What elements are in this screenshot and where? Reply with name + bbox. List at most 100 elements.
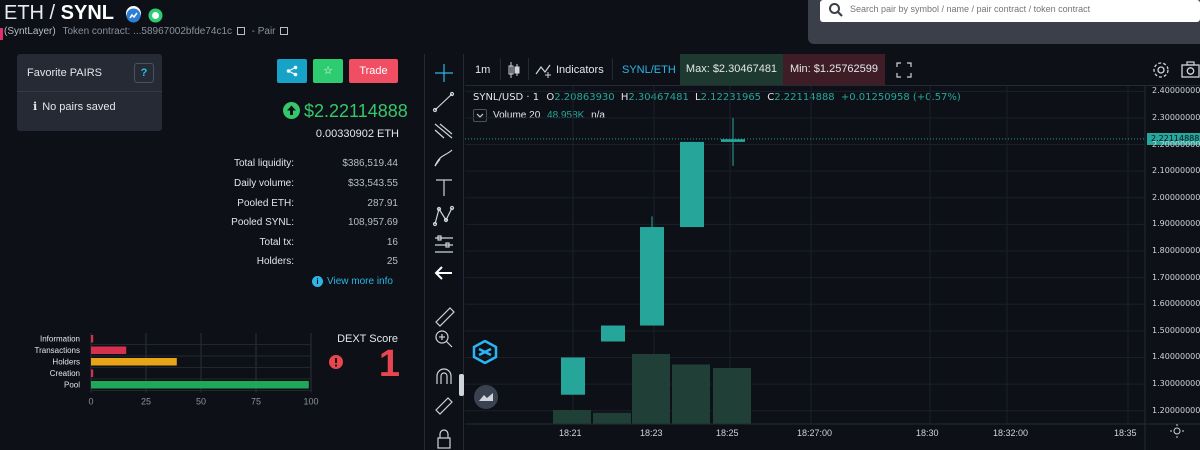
price-axis-label: 2.00000000	[1152, 192, 1200, 202]
stat-value: 16	[386, 237, 398, 248]
toolbar-divider	[612, 58, 613, 80]
ruler-icon[interactable]	[435, 307, 455, 327]
volume-bar	[672, 364, 710, 424]
crosshair-icon[interactable]	[435, 64, 453, 82]
search-bar[interactable]	[820, 0, 1200, 22]
stat-value: 108,957.69	[347, 217, 398, 228]
score-category-label: Pool	[64, 381, 80, 390]
volume-collapse-toggle[interactable]	[473, 109, 487, 122]
prediction-icon[interactable]	[435, 235, 453, 253]
chart-toolbar	[465, 54, 1200, 86]
back-arrow-icon[interactable]	[434, 266, 452, 280]
favorites-empty-text: No pairs saved	[42, 101, 116, 113]
copy-icon[interactable]	[236, 27, 245, 35]
drawing-toolbar	[424, 54, 464, 450]
volume-value: 48.958K	[547, 110, 585, 122]
price-axis-label: 1.30000000	[1152, 379, 1200, 389]
lock-pencil-icon[interactable]	[435, 397, 453, 415]
candle-body	[561, 357, 585, 395]
zoom-in-icon[interactable]	[435, 330, 453, 348]
trade-button[interactable]: Trade	[349, 59, 398, 83]
score-tick-label: 50	[196, 397, 206, 407]
toolbar-collapse-handle[interactable]	[459, 374, 464, 396]
favorites-panel: Favorite PAIRS ? i No pairs saved	[17, 54, 162, 131]
stat-value: $386,519.44	[342, 158, 398, 169]
stat-value: $33,543.55	[347, 178, 398, 189]
favorites-header: Favorite PAIRS ?	[17, 54, 162, 92]
score-tick-label: 100	[303, 397, 318, 407]
pair-selector[interactable]: SYNL/ETH	[622, 64, 676, 76]
legend-close: 2.22114888	[774, 92, 835, 103]
volume-label: Volume 20	[493, 110, 541, 122]
price-usd-row: $2.22114888	[283, 101, 408, 122]
trend-line-icon[interactable]	[432, 91, 455, 113]
favorites-help-button[interactable]: ?	[134, 63, 154, 83]
price-axis-label: 2.40000000	[1152, 86, 1200, 96]
price-axis-label: 1.70000000	[1152, 272, 1200, 282]
time-axis-label: 18:30	[916, 428, 939, 438]
score-category-label: Information	[40, 335, 80, 344]
price-up-icon	[283, 102, 300, 119]
favorites-title: Favorite PAIRS	[27, 67, 102, 79]
toolbar-divider	[500, 58, 501, 80]
stat-label: Pooled ETH:	[237, 198, 294, 209]
view-more-text: View more info	[327, 276, 393, 287]
pair-label[interactable]: - Pair	[251, 26, 276, 37]
interval-button[interactable]: 1m	[475, 64, 491, 76]
score-tick-label: 25	[141, 397, 151, 407]
candle-body	[640, 227, 664, 326]
score-bar	[91, 381, 309, 389]
coingecko-icon[interactable]	[148, 6, 163, 23]
price-usd: $2.22114888	[304, 101, 408, 121]
fib-icon[interactable]	[434, 123, 453, 139]
time-axis-label: 18:25	[716, 428, 739, 438]
brush-icon[interactable]	[434, 149, 453, 167]
legend-close-label: C	[767, 92, 775, 103]
score-bar	[91, 346, 127, 354]
search-input[interactable]	[850, 4, 1190, 14]
view-more-link[interactable]: i View more info	[312, 276, 393, 287]
sun-theme-icon[interactable]	[1170, 424, 1184, 438]
volume-bar	[553, 410, 591, 424]
dext-score-label: DEXT Score	[337, 333, 398, 345]
indicators-button[interactable]: Indicators	[556, 64, 604, 76]
score-category-label: Holders	[52, 358, 80, 367]
fullscreen-icon[interactable]	[896, 62, 912, 78]
copy-pair-icon[interactable]	[280, 27, 289, 35]
share-button[interactable]	[277, 59, 307, 83]
share-icon	[286, 65, 298, 77]
favorites-empty-message: i No pairs saved	[33, 100, 116, 113]
candle-type-icon[interactable]	[506, 61, 522, 79]
stat-label: Total tx:	[259, 237, 294, 248]
base-symbol: SYNL	[60, 2, 115, 24]
quote-symbol: ETH	[4, 2, 44, 24]
price-axis-label: 1.90000000	[1152, 219, 1200, 229]
stat-value: 25	[386, 256, 398, 267]
magnet-icon[interactable]	[436, 368, 452, 384]
settings-gear-icon[interactable]	[1152, 61, 1170, 79]
stat-label: Pooled SYNL:	[231, 217, 294, 228]
min-price-chip: Min: $1.25762599	[783, 54, 885, 85]
info-circle-icon: i	[312, 276, 323, 287]
stat-label: Holders:	[256, 256, 294, 267]
token-contract-value[interactable]: ...58967002bfde74c1c	[133, 26, 233, 37]
search-icon	[829, 3, 843, 17]
score-bar	[91, 335, 94, 343]
alert-icon	[329, 355, 343, 369]
lock-icon[interactable]	[437, 429, 451, 449]
chart-badge-icon[interactable]	[125, 6, 141, 23]
camera-icon[interactable]	[1181, 61, 1200, 78]
pair-title: ETH / SYNL	[4, 2, 163, 25]
stat-label: Total liquidity:	[233, 158, 294, 169]
favorite-star-button[interactable]: ☆	[313, 59, 343, 83]
candlestick-chart[interactable]	[465, 86, 1200, 450]
last-price-tag: 2.22114888	[1147, 132, 1200, 145]
dext-score-chart: Information Transactions Holders Creation Po…	[35, 333, 319, 407]
legend-low-label: L	[695, 92, 701, 103]
score-bar	[91, 369, 94, 377]
candle-body	[680, 141, 704, 228]
pattern-icon[interactable]	[432, 205, 455, 227]
score-category-label: Transactions	[35, 346, 81, 355]
text-tool-icon[interactable]	[436, 179, 452, 196]
tradingview-logo-icon[interactable]	[474, 385, 498, 409]
